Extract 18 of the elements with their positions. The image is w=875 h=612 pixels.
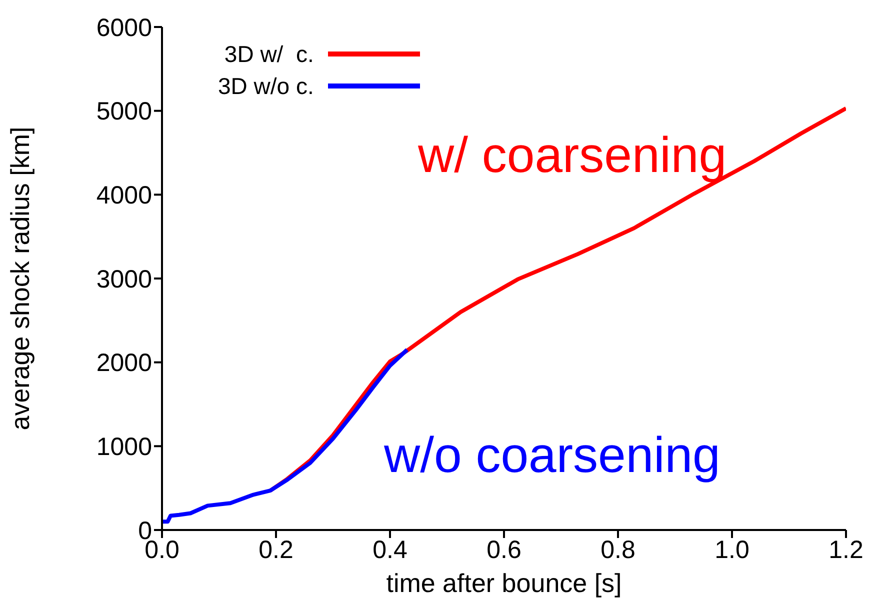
y-tick-label: 1000 [96,433,152,462]
x-axis-title: time after bounce [s] [386,568,622,598]
annotation: w/o coarsening [384,426,720,484]
legend-label: 3D w/ c. [224,40,314,68]
y-axis-title: average shock radius [km] [5,126,36,430]
annotation: w/ coarsening [418,126,726,184]
x-tick-label: 1.2 [828,536,864,564]
y-tick-label: 4000 [96,182,152,210]
y-tick-label: 6000 [96,14,152,42]
y-tick-label: 3000 [96,265,152,294]
y-tick-label: 5000 [96,98,152,126]
x-tick-label: 0.6 [486,536,522,564]
x-tick-label: 0.2 [258,536,294,564]
x-tick-label: 1.0 [714,536,750,564]
legend-label: 3D w/o c. [218,72,314,100]
x-tick-label: 0.8 [600,536,636,564]
x-tick-label: 0.4 [372,536,408,564]
y-tick-label: 2000 [96,349,152,378]
